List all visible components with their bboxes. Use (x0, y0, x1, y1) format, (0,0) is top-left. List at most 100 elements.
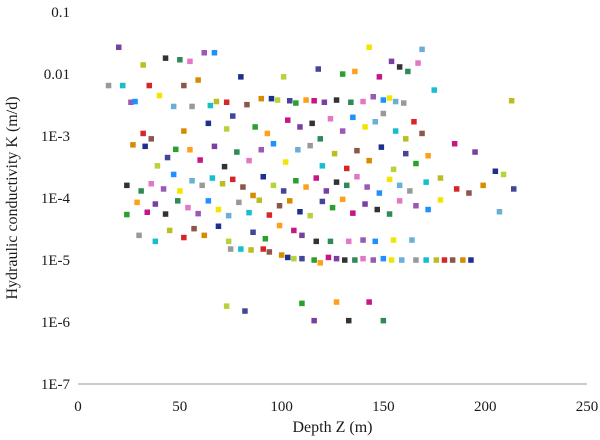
data-point (319, 163, 326, 169)
data-point (173, 146, 179, 153)
data-point (370, 257, 376, 263)
data-point (282, 159, 289, 165)
data-point (311, 98, 317, 104)
data-point (160, 186, 167, 192)
data-point (374, 206, 380, 213)
data-point (344, 165, 350, 172)
data-point (339, 128, 346, 134)
y-axis-title: Hydraulic conductivity K (m/d) (4, 96, 21, 299)
data-point (366, 299, 372, 305)
data-point (187, 147, 193, 153)
data-point (152, 201, 159, 207)
data-point (413, 257, 419, 263)
data-point (156, 92, 163, 99)
data-point (346, 238, 352, 245)
data-point (407, 188, 413, 194)
data-point (466, 190, 472, 196)
data-point (120, 82, 126, 89)
data-point (299, 232, 305, 239)
data-point (170, 171, 177, 178)
data-point (223, 99, 230, 105)
data-point (132, 98, 138, 105)
data-point (148, 136, 154, 142)
data-point (360, 98, 366, 105)
data-point (297, 209, 303, 215)
data-point (175, 198, 181, 204)
data-point (124, 182, 130, 189)
data-point (230, 113, 236, 119)
data-point (413, 160, 419, 167)
data-point (496, 209, 503, 215)
data-point (185, 204, 191, 211)
data-point (378, 144, 385, 150)
data-point (327, 238, 334, 245)
data-point (140, 130, 146, 137)
data-point (170, 103, 177, 110)
x-axis-title: Depth Z (m) (293, 419, 373, 436)
data-point (187, 58, 193, 65)
data-point (189, 178, 195, 184)
data-point (339, 71, 346, 77)
y-tick-label: 0.1 (51, 5, 70, 21)
data-point (352, 257, 358, 263)
data-point (344, 182, 350, 189)
data-point (246, 157, 252, 164)
data-point (370, 94, 376, 100)
data-point (258, 95, 264, 102)
data-point (423, 179, 429, 185)
data-point (380, 255, 387, 262)
data-point (138, 188, 144, 194)
data-point (260, 246, 266, 252)
data-point (221, 163, 228, 170)
data-point (211, 50, 218, 56)
y-axis-ticks: 1E-7 1E-6 1E-5 1E-4 1E-3 0.01 0.1 (41, 5, 71, 393)
data-point (468, 257, 474, 263)
data-point (329, 204, 336, 211)
data-point (433, 257, 440, 263)
data-point (342, 257, 348, 263)
data-point (136, 232, 142, 239)
data-point (144, 209, 150, 215)
data-point (303, 97, 309, 103)
data-point (309, 120, 315, 127)
data-point (287, 198, 293, 204)
data-point (339, 196, 346, 203)
data-point (346, 317, 352, 324)
data-point (472, 149, 478, 155)
data-point (362, 124, 368, 130)
y-tick-label: 0.01 (44, 67, 70, 83)
data-point (392, 98, 399, 105)
data-point (372, 119, 378, 125)
x-tick-label: 150 (372, 399, 395, 415)
data-point (500, 171, 507, 178)
data-point (364, 184, 370, 190)
data-point (148, 181, 154, 187)
plot-area (105, 44, 517, 324)
data-point (299, 300, 305, 307)
data-point (162, 211, 169, 217)
y-tick-label: 1E-7 (41, 377, 71, 393)
data-point (285, 254, 291, 261)
data-point (331, 150, 338, 157)
data-point (480, 182, 486, 189)
data-point (388, 257, 395, 263)
data-point (380, 110, 387, 117)
data-point (234, 149, 240, 155)
data-point (213, 98, 220, 105)
data-point (181, 128, 187, 134)
data-point (323, 188, 330, 194)
data-point (152, 238, 159, 245)
data-point (256, 197, 262, 203)
data-point (260, 174, 266, 180)
data-point (360, 237, 366, 243)
data-point (413, 203, 419, 209)
data-point (293, 178, 299, 184)
data-point (195, 210, 201, 217)
data-point (154, 163, 161, 169)
data-point (215, 223, 222, 229)
data-point (425, 206, 431, 213)
data-point (199, 182, 205, 189)
data-point (181, 234, 187, 241)
data-point (333, 299, 340, 305)
data-point (124, 211, 130, 218)
